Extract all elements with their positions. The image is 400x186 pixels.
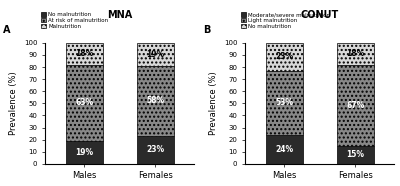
- Bar: [266, 43, 303, 71]
- Bar: [137, 43, 174, 66]
- Y-axis label: Prevalence (%): Prevalence (%): [9, 71, 18, 135]
- Bar: [137, 66, 174, 136]
- Text: 58%: 58%: [146, 96, 164, 105]
- Text: 19%: 19%: [75, 148, 93, 157]
- Bar: [266, 135, 303, 164]
- Text: 19%: 19%: [146, 50, 164, 59]
- Text: 24%: 24%: [275, 145, 293, 154]
- Text: 15%: 15%: [346, 150, 364, 159]
- Title: MNA: MNA: [107, 10, 132, 20]
- Bar: [66, 43, 103, 65]
- Text: 23%: 23%: [146, 145, 164, 154]
- Text: 63%: 63%: [75, 98, 93, 107]
- Bar: [337, 43, 374, 65]
- Legend: Moderate/severe malnutrition, Light malnutrition, No malnutrition: Moderate/severe malnutrition, Light maln…: [240, 12, 331, 30]
- Bar: [66, 65, 103, 141]
- Text: B: B: [203, 25, 210, 35]
- Bar: [337, 65, 374, 146]
- Legend: No malnutrition, At risk of malnutrition, Malnutrition: No malnutrition, At risk of malnutrition…: [40, 12, 109, 30]
- Bar: [66, 141, 103, 164]
- Text: 18%: 18%: [75, 49, 93, 58]
- Text: 23%: 23%: [275, 52, 293, 61]
- Text: 53%: 53%: [275, 98, 293, 107]
- Bar: [337, 146, 374, 164]
- Text: 18%: 18%: [346, 49, 364, 58]
- Bar: [266, 71, 303, 135]
- Bar: [137, 136, 174, 164]
- Title: CONUT: CONUT: [301, 10, 339, 20]
- Text: A: A: [3, 25, 11, 35]
- Y-axis label: Prevalence (%): Prevalence (%): [209, 71, 218, 135]
- Text: 67%: 67%: [346, 101, 364, 110]
